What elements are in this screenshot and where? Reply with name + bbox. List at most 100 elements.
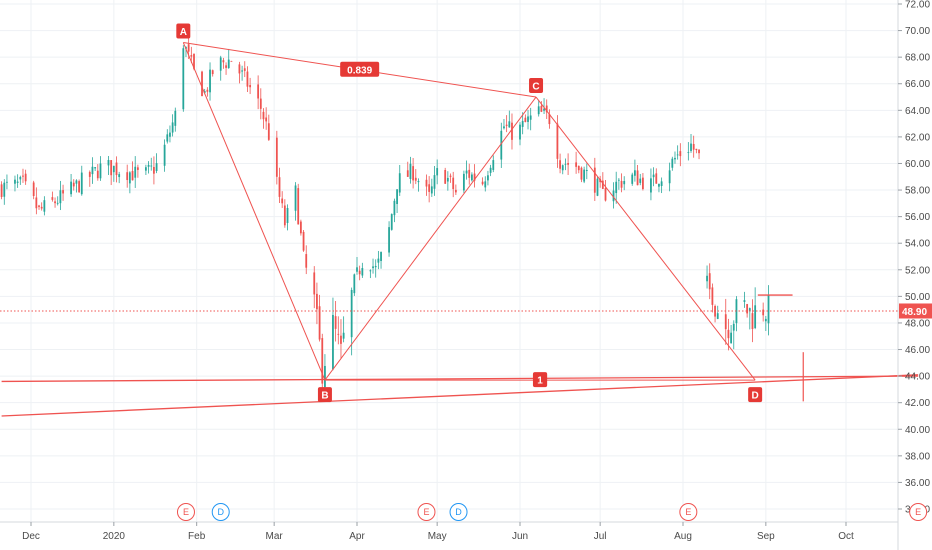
candle-body: [131, 171, 134, 181]
time-axis[interactable]: Dec 2020 Feb Mar Apr May Jun Jul Aug Sep Oct: [0, 521, 898, 542]
earnings-event-circle: [909, 503, 928, 521]
pattern-leg-ab[interactable]: [182, 42, 326, 381]
candle-body: [43, 200, 46, 212]
point-label-text: A: [180, 27, 187, 38]
candle: [545, 99, 548, 119]
point-label-bg: [529, 78, 544, 94]
candle: [575, 151, 578, 174]
candle: [267, 114, 270, 141]
candle: [604, 180, 607, 202]
candle-body: [147, 164, 150, 167]
candle: [96, 164, 99, 181]
x-tick-label: Dec: [22, 531, 40, 542]
pattern-leg-cd[interactable]: [535, 96, 756, 381]
price-axis[interactable]: 72.00 70.00 68.00 66.00 64.00 62.00 60.00 58.00…: [897, 0, 932, 550]
candle: [75, 179, 78, 193]
candle: [396, 189, 398, 214]
candle-body: [398, 173, 401, 193]
candle: [462, 170, 465, 194]
candle: [369, 269, 372, 279]
candle: [524, 114, 527, 123]
candle: [294, 182, 297, 221]
candle-body: [0, 184, 3, 197]
candle-body: [75, 180, 78, 184]
point-label-a[interactable]: A: [176, 23, 191, 39]
candle: [91, 157, 94, 184]
candle: [134, 156, 137, 188]
ratio-label[interactable]: 1: [532, 372, 548, 388]
candle-body: [278, 177, 281, 197]
candle-body: [334, 316, 337, 329]
y-tick-label: 50.00: [905, 292, 930, 303]
candle: [567, 153, 569, 175]
candle-body: [527, 116, 529, 122]
candle: [94, 167, 97, 172]
candle: [489, 164, 492, 177]
harmonic-pattern[interactable]: 0.839 1 A B C D: [176, 23, 763, 403]
candle: [219, 55, 222, 81]
candle: [398, 164, 401, 196]
candle: [115, 156, 118, 183]
support-lines[interactable]: [1, 374, 919, 417]
candle: [393, 198, 396, 223]
candle: [316, 282, 318, 325]
candle-body: [652, 174, 655, 178]
x-tick-label: Sep: [757, 531, 775, 542]
candle-body: [238, 64, 241, 74]
candle-body: [107, 160, 110, 166]
candle-body: [166, 134, 169, 142]
candle: [599, 175, 602, 188]
candle-body: [446, 177, 449, 182]
earnings-event-marker[interactable]: E: [909, 503, 928, 521]
candle-body: [356, 267, 358, 272]
candle: [32, 180, 35, 200]
support-line-1[interactable]: [1, 375, 919, 383]
candle-body: [762, 309, 765, 316]
candle: [265, 107, 268, 130]
candle-body: [575, 162, 578, 167]
pattern-leg-bc[interactable]: [324, 96, 537, 381]
candle-body: [390, 214, 393, 230]
candle: [452, 171, 455, 198]
candle: [652, 167, 655, 187]
point-label-c[interactable]: C: [529, 78, 544, 94]
candle-body: [679, 151, 682, 157]
earnings-event-marker[interactable]: E: [176, 503, 195, 521]
candle: [388, 221, 390, 257]
candle: [658, 183, 660, 193]
candle: [487, 170, 489, 186]
point-label-d[interactable]: D: [748, 387, 763, 403]
candle-body: [687, 151, 690, 153]
dividend-event-marker[interactable]: D: [449, 503, 468, 521]
support-line-2[interactable]: [1, 374, 919, 417]
candle: [444, 167, 447, 184]
candle-body: [593, 167, 596, 193]
candle: [72, 179, 75, 191]
candle: [746, 303, 749, 318]
candle-body: [658, 183, 660, 187]
candle-body: [155, 163, 158, 171]
candle-body: [436, 168, 439, 176]
candle-body: [372, 266, 374, 269]
candle-body: [650, 178, 652, 193]
candle-body: [508, 121, 511, 128]
candle: [390, 213, 393, 231]
candle-body: [193, 53, 195, 69]
earnings-event-marker[interactable]: E: [417, 503, 436, 521]
x-tick-label: Apr: [349, 531, 365, 542]
last-price-tag[interactable]: 48.90: [899, 303, 932, 319]
earnings-event-circle: [679, 503, 698, 521]
point-label-b[interactable]: B: [317, 387, 332, 403]
candle: [417, 178, 420, 192]
candle-body: [126, 172, 129, 181]
candle-body: [361, 268, 364, 276]
candle: [484, 176, 487, 192]
earnings-event-marker[interactable]: E: [679, 503, 698, 521]
dividend-event-marker[interactable]: D: [211, 503, 230, 521]
candle: [519, 122, 521, 146]
ratio-label[interactable]: 0.839: [340, 61, 380, 77]
candle-body: [163, 144, 166, 166]
